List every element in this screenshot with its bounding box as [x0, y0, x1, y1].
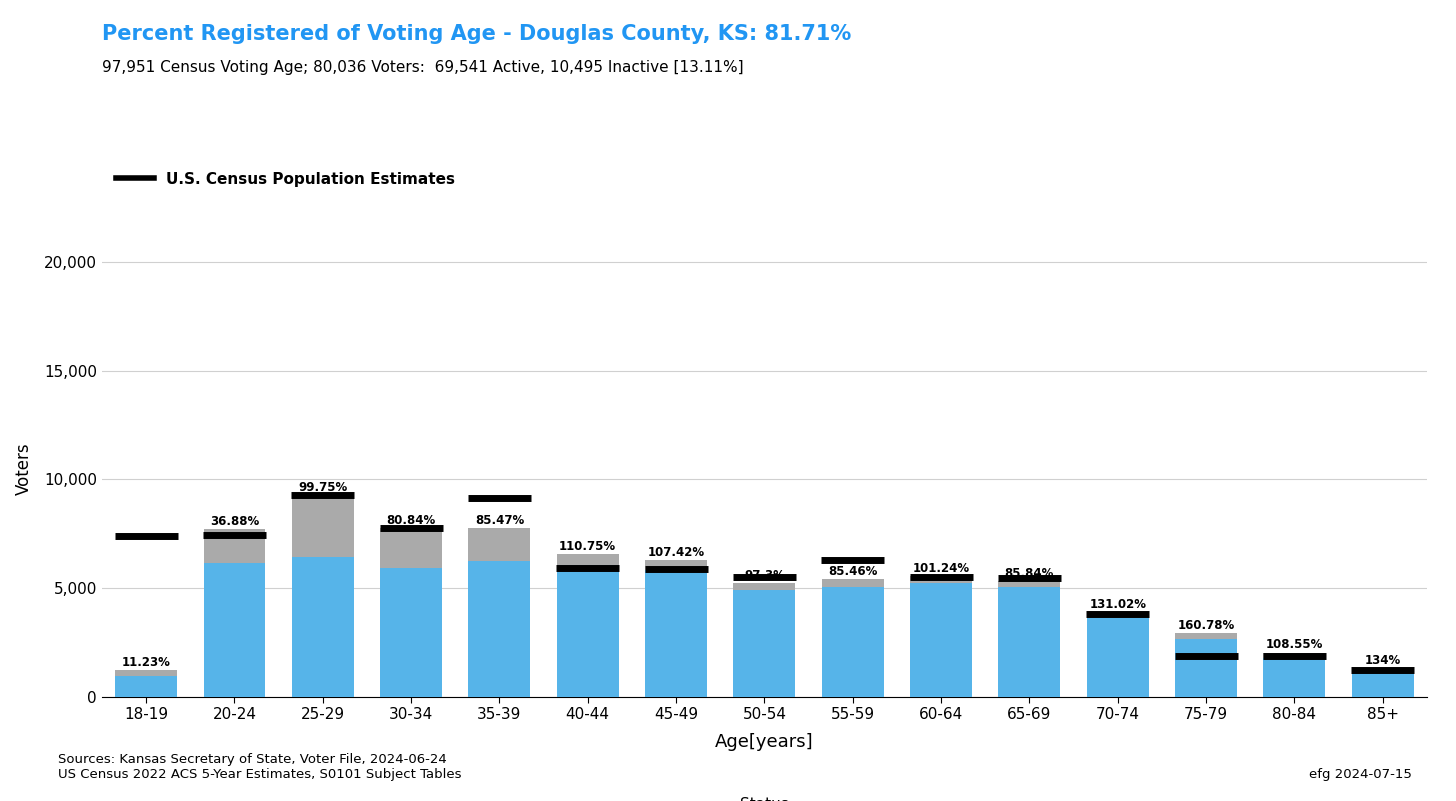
Text: efg 2024-07-15: efg 2024-07-15: [1309, 768, 1412, 781]
Bar: [380, 567, 443, 697]
Text: 11.23%: 11.23%: [122, 656, 170, 669]
Text: 85.47%: 85.47%: [475, 514, 524, 527]
Bar: [556, 566, 619, 697]
Bar: [1351, 673, 1414, 697]
Bar: [380, 529, 443, 567]
Bar: [645, 561, 708, 570]
X-axis label: Age[years]: Age[years]: [715, 734, 814, 751]
Text: 134%: 134%: [1364, 654, 1401, 667]
Bar: [1175, 639, 1238, 697]
Text: 99.75%: 99.75%: [298, 481, 348, 494]
Bar: [1351, 668, 1414, 673]
Bar: [910, 576, 973, 583]
Bar: [821, 579, 884, 587]
Legend: Inactive, Active: Inactive, Active: [662, 791, 866, 801]
Text: 160.78%: 160.78%: [1178, 619, 1235, 632]
Bar: [1086, 612, 1149, 618]
Bar: [556, 554, 619, 566]
Bar: [645, 570, 708, 697]
Bar: [734, 590, 795, 697]
Bar: [821, 587, 884, 697]
Bar: [469, 529, 530, 561]
Text: 36.88%: 36.88%: [210, 515, 259, 528]
Bar: [115, 670, 178, 676]
Bar: [910, 583, 973, 697]
Text: 107.42%: 107.42%: [648, 546, 705, 559]
Bar: [291, 496, 354, 557]
Bar: [204, 529, 265, 563]
Text: 108.55%: 108.55%: [1265, 638, 1324, 651]
Text: Percent Registered of Voting Age - Douglas County, KS: 81.71%: Percent Registered of Voting Age - Dougl…: [102, 24, 852, 44]
Text: 85.84%: 85.84%: [1005, 567, 1054, 580]
Bar: [115, 676, 178, 697]
Bar: [734, 583, 795, 590]
Bar: [1264, 653, 1325, 658]
Bar: [999, 582, 1060, 587]
Text: 110.75%: 110.75%: [559, 540, 616, 553]
Text: 97.3%: 97.3%: [744, 569, 785, 582]
Text: 101.24%: 101.24%: [913, 562, 970, 574]
Text: Sources: Kansas Secretary of State, Voter File, 2024-06-24
US Census 2022 ACS 5-: Sources: Kansas Secretary of State, Vote…: [58, 753, 462, 781]
Bar: [1264, 658, 1325, 697]
Text: 131.02%: 131.02%: [1089, 598, 1146, 611]
Text: 85.46%: 85.46%: [828, 565, 878, 578]
Bar: [1175, 633, 1238, 639]
Bar: [1086, 618, 1149, 697]
Bar: [999, 587, 1060, 697]
Text: 97,951 Census Voting Age; 80,036 Voters:  69,541 Active, 10,495 Inactive [13.11%: 97,951 Census Voting Age; 80,036 Voters:…: [102, 60, 744, 75]
Y-axis label: Voters: Voters: [15, 442, 33, 495]
Bar: [204, 563, 265, 697]
Bar: [469, 561, 530, 697]
Bar: [291, 557, 354, 697]
Text: 80.84%: 80.84%: [386, 514, 435, 527]
